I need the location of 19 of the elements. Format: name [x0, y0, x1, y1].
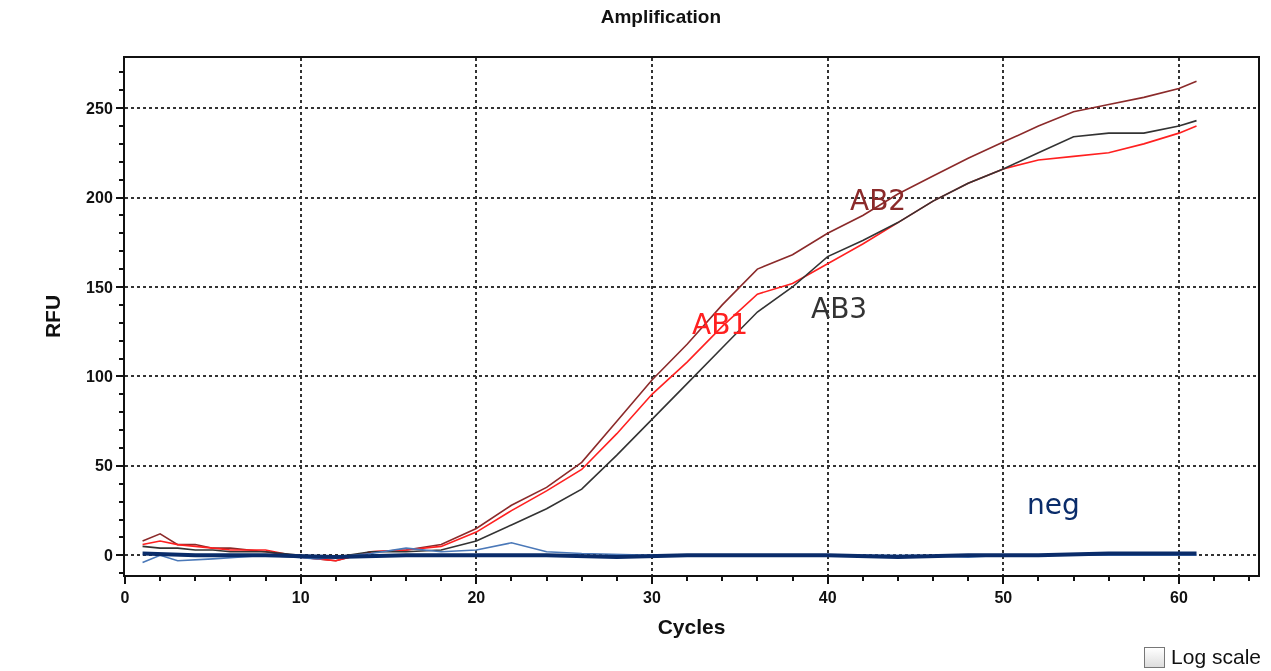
y-tick-label: 100: [86, 368, 113, 386]
y-axis-title: RFU: [40, 294, 64, 339]
series-label: AB3: [811, 292, 868, 325]
text: Log scale: [1171, 645, 1261, 669]
x-tick-label: 30: [643, 589, 661, 607]
y-tick-label: 0: [103, 546, 113, 564]
y-tick-label: 150: [86, 278, 113, 296]
chart-title: Amplification: [600, 6, 722, 28]
y-tick-label: 200: [86, 189, 113, 207]
x-tick-label: 40: [818, 589, 837, 607]
y-tick-label: 50: [95, 457, 113, 475]
x-tick-label: 0: [120, 589, 130, 607]
x-tick-label: 60: [1170, 589, 1188, 607]
x-tick-label: 50: [994, 589, 1013, 607]
x-axis-title: Cycles: [657, 614, 726, 638]
series-label: neg: [1027, 488, 1080, 521]
x-tick-label: 10: [291, 589, 310, 607]
x-tick-label: 20: [467, 589, 486, 607]
y-tick-label: 250: [86, 99, 113, 117]
